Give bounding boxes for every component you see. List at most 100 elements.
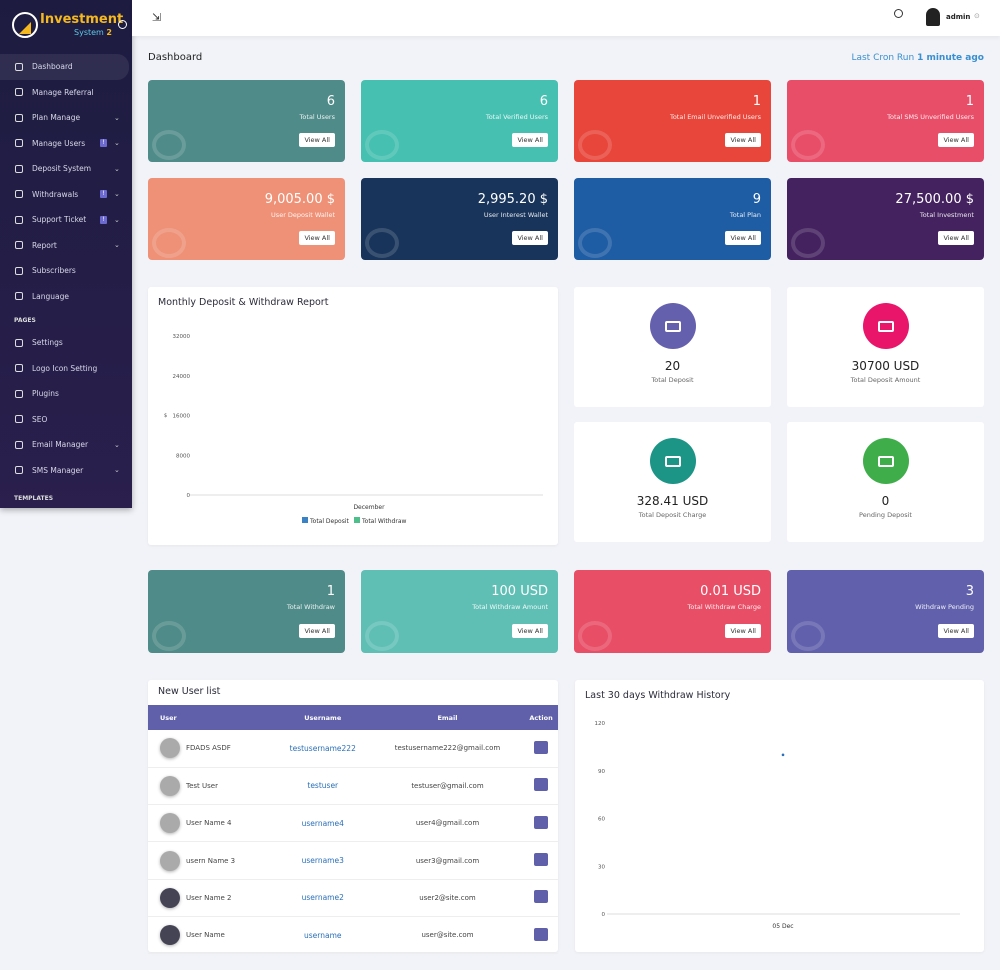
legend-label[interactable]: Total Deposit bbox=[309, 518, 350, 525]
legend-swatch bbox=[354, 517, 360, 523]
sidebar-nav: Dashboard Manage Referral Plan Manage ⌄ Mana… bbox=[0, 54, 132, 508]
table-row: User Name 4 username4 user4@gmail.com bbox=[148, 804, 558, 843]
card-value: 1 bbox=[326, 584, 335, 599]
user-cell: User Name bbox=[148, 916, 275, 955]
data-point[interactable] bbox=[781, 753, 785, 757]
sidebar-item-deposit-system[interactable]: Deposit System ⌄ bbox=[0, 156, 132, 182]
chevron-down-icon: ⌄ bbox=[114, 190, 120, 199]
menu-icon bbox=[15, 215, 23, 224]
menu-icon bbox=[15, 113, 23, 122]
stat-card: 9 Total Plan View All bbox=[574, 178, 771, 260]
view-details-button[interactable] bbox=[534, 853, 549, 867]
table-row: User Name username user@site.com bbox=[148, 916, 558, 955]
username-link[interactable]: testusername222 bbox=[289, 743, 356, 753]
menu-icon bbox=[15, 466, 23, 475]
stat-icon-circle bbox=[862, 438, 909, 484]
card-background-icon bbox=[791, 621, 825, 651]
sidebar-toggle-icon[interactable] bbox=[118, 20, 127, 29]
view-details-button[interactable] bbox=[534, 740, 549, 754]
view-all-button[interactable]: View All bbox=[512, 133, 548, 147]
view-all-button[interactable]: View All bbox=[938, 624, 974, 638]
stat-card: 1 Total Withdraw View All bbox=[148, 570, 345, 653]
page-title: Dashboard bbox=[148, 52, 203, 63]
sidebar-item-manage-referral[interactable]: Manage Referral bbox=[0, 80, 132, 106]
col-action: Action bbox=[524, 705, 558, 730]
view-all-button[interactable]: View All bbox=[938, 231, 974, 245]
card-value: 2,995.20 $ bbox=[477, 192, 548, 207]
y-tick-label: 8000 bbox=[176, 453, 190, 459]
view-details-button[interactable] bbox=[534, 927, 549, 941]
collapse-icon[interactable]: ⇲ bbox=[152, 11, 162, 24]
legend-swatch bbox=[302, 517, 308, 523]
view-details-button[interactable] bbox=[534, 815, 549, 829]
sidebar-item-label: Plugins bbox=[32, 389, 59, 399]
card-value: 100 USD bbox=[491, 584, 548, 599]
view-all-button[interactable]: View All bbox=[299, 133, 335, 147]
menu-icon bbox=[15, 164, 23, 173]
sidebar-item-label: Dashboard bbox=[32, 62, 73, 72]
view-details-button[interactable] bbox=[534, 890, 549, 904]
sidebar-item-settings[interactable]: Settings bbox=[0, 330, 132, 356]
sidebar-item-label: Email Manager bbox=[32, 440, 89, 450]
user-name: User Name bbox=[186, 931, 225, 940]
avatar bbox=[160, 887, 180, 908]
sidebar-item-report[interactable]: Report ⌄ bbox=[0, 233, 132, 259]
view-all-button[interactable]: View All bbox=[512, 231, 548, 245]
menu-icon bbox=[15, 62, 23, 71]
x-tick-label: December bbox=[353, 504, 385, 511]
legend-label[interactable]: Total Withdraw bbox=[361, 518, 406, 525]
y-tick-label: 32000 bbox=[173, 334, 191, 340]
sidebar-item-manage-users[interactable]: Manage Users! ⌄ bbox=[0, 131, 132, 157]
sidebar-item-label: Deposit System bbox=[32, 164, 92, 174]
card-background-icon bbox=[365, 621, 399, 651]
view-all-button[interactable]: View All bbox=[725, 231, 761, 245]
username-link[interactable]: username4 bbox=[301, 818, 344, 828]
username-link[interactable]: username2 bbox=[301, 893, 344, 903]
stat-card: 1 Total Email Unverified Users View All bbox=[574, 80, 771, 162]
username-link[interactable]: username3 bbox=[301, 856, 344, 866]
card-value: 27,500.00 $ bbox=[895, 192, 974, 207]
sidebar-item-plugins[interactable]: Plugins bbox=[0, 381, 132, 407]
view-all-button[interactable]: View All bbox=[938, 133, 974, 147]
chevron-down-icon[interactable]: ⊙ bbox=[974, 12, 980, 20]
sidebar-item-sms-manager[interactable]: SMS Manager ⌄ bbox=[0, 458, 132, 484]
view-all-button[interactable]: View All bbox=[725, 624, 761, 638]
view-details-button[interactable] bbox=[534, 778, 549, 792]
view-all-button[interactable]: View All bbox=[299, 624, 335, 638]
sidebar-item-logo-icon-setting[interactable]: Logo Icon Setting bbox=[0, 356, 132, 382]
card-label: Total Investment bbox=[919, 211, 974, 219]
email-cell: testuser@gmail.com bbox=[370, 767, 525, 806]
username-link[interactable]: testuser bbox=[307, 781, 339, 791]
sidebar-item-withdrawals[interactable]: Withdrawals! ⌄ bbox=[0, 182, 132, 208]
username-link[interactable]: username bbox=[304, 930, 342, 940]
sidebar-item-support-ticket[interactable]: Support Ticket! ⌄ bbox=[0, 207, 132, 233]
money-icon bbox=[664, 320, 681, 332]
admin-username[interactable]: admin bbox=[946, 13, 971, 21]
sidebar-item-dashboard[interactable]: Dashboard bbox=[0, 54, 129, 80]
user-name: usern Name 3 bbox=[186, 856, 236, 865]
view-all-button[interactable]: View All bbox=[725, 133, 761, 147]
sidebar-item-label: Subscribers bbox=[32, 266, 76, 276]
action-cell bbox=[524, 879, 558, 917]
view-all-button[interactable]: View All bbox=[299, 231, 335, 245]
menu-icon bbox=[15, 364, 23, 373]
stat-card: 1 Total SMS Unverified Users View All bbox=[787, 80, 984, 162]
logo[interactable]: Investment System 2 bbox=[10, 10, 128, 42]
col-email: Email bbox=[370, 705, 525, 730]
view-all-button[interactable]: View All bbox=[512, 624, 548, 638]
stat-icon-circle bbox=[649, 438, 696, 484]
card-value: 3 bbox=[965, 584, 974, 599]
search-icon[interactable] bbox=[894, 9, 903, 18]
sidebar-item-email-manager[interactable]: Email Manager ⌄ bbox=[0, 432, 132, 458]
avatar[interactable] bbox=[926, 8, 940, 26]
sidebar-item-language[interactable]: Language bbox=[0, 284, 132, 310]
avatar bbox=[160, 850, 180, 871]
sidebar-item-seo[interactable]: SEO bbox=[0, 407, 132, 433]
sidebar: Investment System 2 Dashboard Manage Refe… bbox=[0, 0, 132, 508]
sidebar-item-plan-manage[interactable]: Plan Manage ⌄ bbox=[0, 105, 132, 131]
col-username: Username bbox=[274, 705, 371, 730]
logo-mark bbox=[12, 12, 38, 38]
chevron-down-icon: ⌄ bbox=[114, 466, 120, 475]
sidebar-item-subscribers[interactable]: Subscribers bbox=[0, 258, 132, 284]
action-cell bbox=[524, 804, 558, 843]
